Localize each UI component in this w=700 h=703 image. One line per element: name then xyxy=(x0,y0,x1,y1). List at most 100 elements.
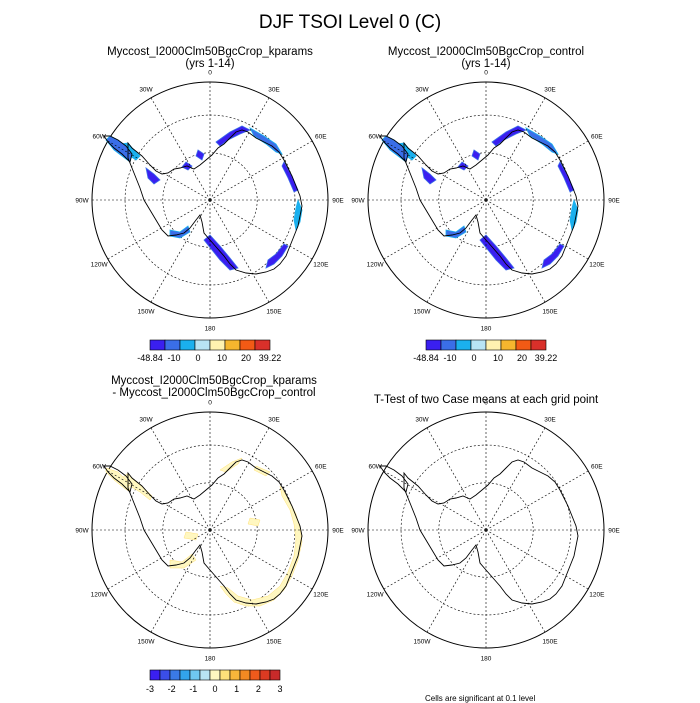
colorbar-label: 3 xyxy=(277,684,282,694)
temperature-fill-region xyxy=(215,125,251,147)
longitude-label: 60E xyxy=(591,464,603,471)
longitude-label: 120E xyxy=(589,592,605,599)
temperature-fill-region xyxy=(557,161,575,193)
longitude-label: 180 xyxy=(481,656,492,663)
meridian-line xyxy=(107,140,211,201)
colorbar-swatch xyxy=(470,339,487,351)
polar-map-ttest: 0 30E 60E 90E 120E 150E 180 150W 120W 90W 60W 30W xyxy=(351,400,620,663)
colorbar-kparams: -48.84 -10 0 10 20 39.22 xyxy=(137,339,282,363)
meridian-line xyxy=(209,529,270,633)
longitude-label: 180 xyxy=(205,326,216,333)
longitude-label: 150W xyxy=(138,308,156,315)
colorbar-swatch xyxy=(189,669,201,681)
antarctica-coastline xyxy=(127,129,303,275)
longitude-label: 60W xyxy=(92,134,106,141)
main-title: DJF TSOI Level 0 (C) xyxy=(258,12,442,33)
colorbar-swatch xyxy=(169,669,181,681)
colorbar-swatch xyxy=(209,669,221,681)
longitude-label: 30E xyxy=(544,87,556,94)
panel-3-title-line1: Myccost_I2000Clm50BgcCrop_kparams xyxy=(111,375,317,387)
colorbar-label: -1 xyxy=(189,684,197,694)
difference-fill-region xyxy=(169,553,197,569)
panel-4-title-line1: T-Test of two Case means at each grid po… xyxy=(373,394,599,406)
meridian-line xyxy=(209,97,270,201)
colorbar-swatch xyxy=(440,339,457,351)
meridian-line xyxy=(383,529,487,590)
temperature-fill-region xyxy=(471,149,481,161)
latitude-circle-inner xyxy=(162,152,258,248)
temperature-fill-region xyxy=(195,149,205,161)
meridian-line xyxy=(383,199,487,260)
colorbar-label: -48.84 xyxy=(137,353,163,363)
longitude-label: 180 xyxy=(205,656,216,663)
colorbar-label: 0 xyxy=(195,353,200,363)
longitude-label: 150E xyxy=(542,308,558,315)
colorbar-label: 1 xyxy=(234,684,239,694)
temperature-fill-region xyxy=(265,243,289,269)
temperature-fill-region xyxy=(491,125,527,147)
longitude-label: 30W xyxy=(139,87,153,94)
meridian-line xyxy=(150,529,211,633)
longitude-label: 30W xyxy=(415,87,429,94)
temperature-fill-region xyxy=(541,243,565,269)
longitude-label: 120E xyxy=(313,592,329,599)
colorbar-swatch xyxy=(259,669,271,681)
colorbar-label: 2 xyxy=(256,684,261,694)
colorbar-label: 39.22 xyxy=(535,353,558,363)
peninsula-coastline xyxy=(379,135,409,163)
meridian-line xyxy=(426,427,487,531)
longitude-label: 30W xyxy=(415,417,429,424)
colorbar-swatch xyxy=(425,339,442,351)
longitude-label: 0 xyxy=(208,400,212,407)
latitude-circle-inner xyxy=(438,152,534,248)
temperature-fill-region xyxy=(281,161,299,193)
longitude-label: 90W xyxy=(75,198,89,205)
meridian-line xyxy=(107,470,211,531)
longitude-label: 120E xyxy=(589,262,605,269)
meridian-line xyxy=(383,470,487,531)
colorbar-label: -2 xyxy=(168,684,176,694)
panel-4-title: T-Test of two Case means at each grid po… xyxy=(336,394,636,406)
colorbar-label: -10 xyxy=(443,353,456,363)
difference-fill-region xyxy=(219,485,303,607)
longitude-label: 90E xyxy=(608,528,620,535)
temperature-fill-region xyxy=(445,225,467,239)
meridian-line xyxy=(107,199,211,260)
longitude-label: 0 xyxy=(484,400,488,407)
polar-map-control: 0 30E 60E 90E 120E 150E 180 150W 120W 90W 60W 30W xyxy=(351,70,620,333)
meridian-line xyxy=(485,529,546,633)
antarctica-coastline xyxy=(127,459,303,605)
latitude-circle-inner xyxy=(438,482,534,578)
meridian-line xyxy=(426,529,487,633)
difference-fill-region xyxy=(219,457,243,473)
colorbar-swatch xyxy=(239,669,251,681)
colorbar-swatch xyxy=(224,339,241,351)
colorbar-swatch xyxy=(194,339,211,351)
meridian-line xyxy=(209,140,313,201)
meridian-line xyxy=(426,199,487,303)
colorbar-swatch xyxy=(254,339,271,351)
panel-2-title-line2: (yrs 1-14) xyxy=(461,58,511,70)
longitude-label: 30E xyxy=(544,417,556,424)
meridian-line xyxy=(485,97,546,201)
colorbar-swatch xyxy=(239,339,256,351)
antarctica-coastline xyxy=(403,129,579,275)
meridian-line xyxy=(150,427,211,531)
meridian-line xyxy=(485,140,589,201)
colorbar-swatch xyxy=(159,669,171,681)
longitude-label: 120E xyxy=(313,262,329,269)
colorbar-difference: -3 -2 -1 0 1 2 3 xyxy=(146,669,283,694)
colorbar-label: 20 xyxy=(517,353,527,363)
longitude-label: 180 xyxy=(481,326,492,333)
colorbar-swatch xyxy=(149,339,166,351)
colorbar-swatch xyxy=(179,339,196,351)
colorbar-label: 20 xyxy=(241,353,251,363)
colorbar-swatch xyxy=(209,339,226,351)
panel-2-title: Myccost_I2000Clm50BgcCrop_control (yrs 1… xyxy=(346,46,626,70)
colorbar-label: -3 xyxy=(146,684,154,694)
longitude-label: 90W xyxy=(351,198,365,205)
colorbar-label: 39.22 xyxy=(259,353,282,363)
temperature-fill-region xyxy=(169,225,191,239)
longitude-label: 150E xyxy=(542,638,558,645)
longitude-label: 60E xyxy=(591,134,603,141)
